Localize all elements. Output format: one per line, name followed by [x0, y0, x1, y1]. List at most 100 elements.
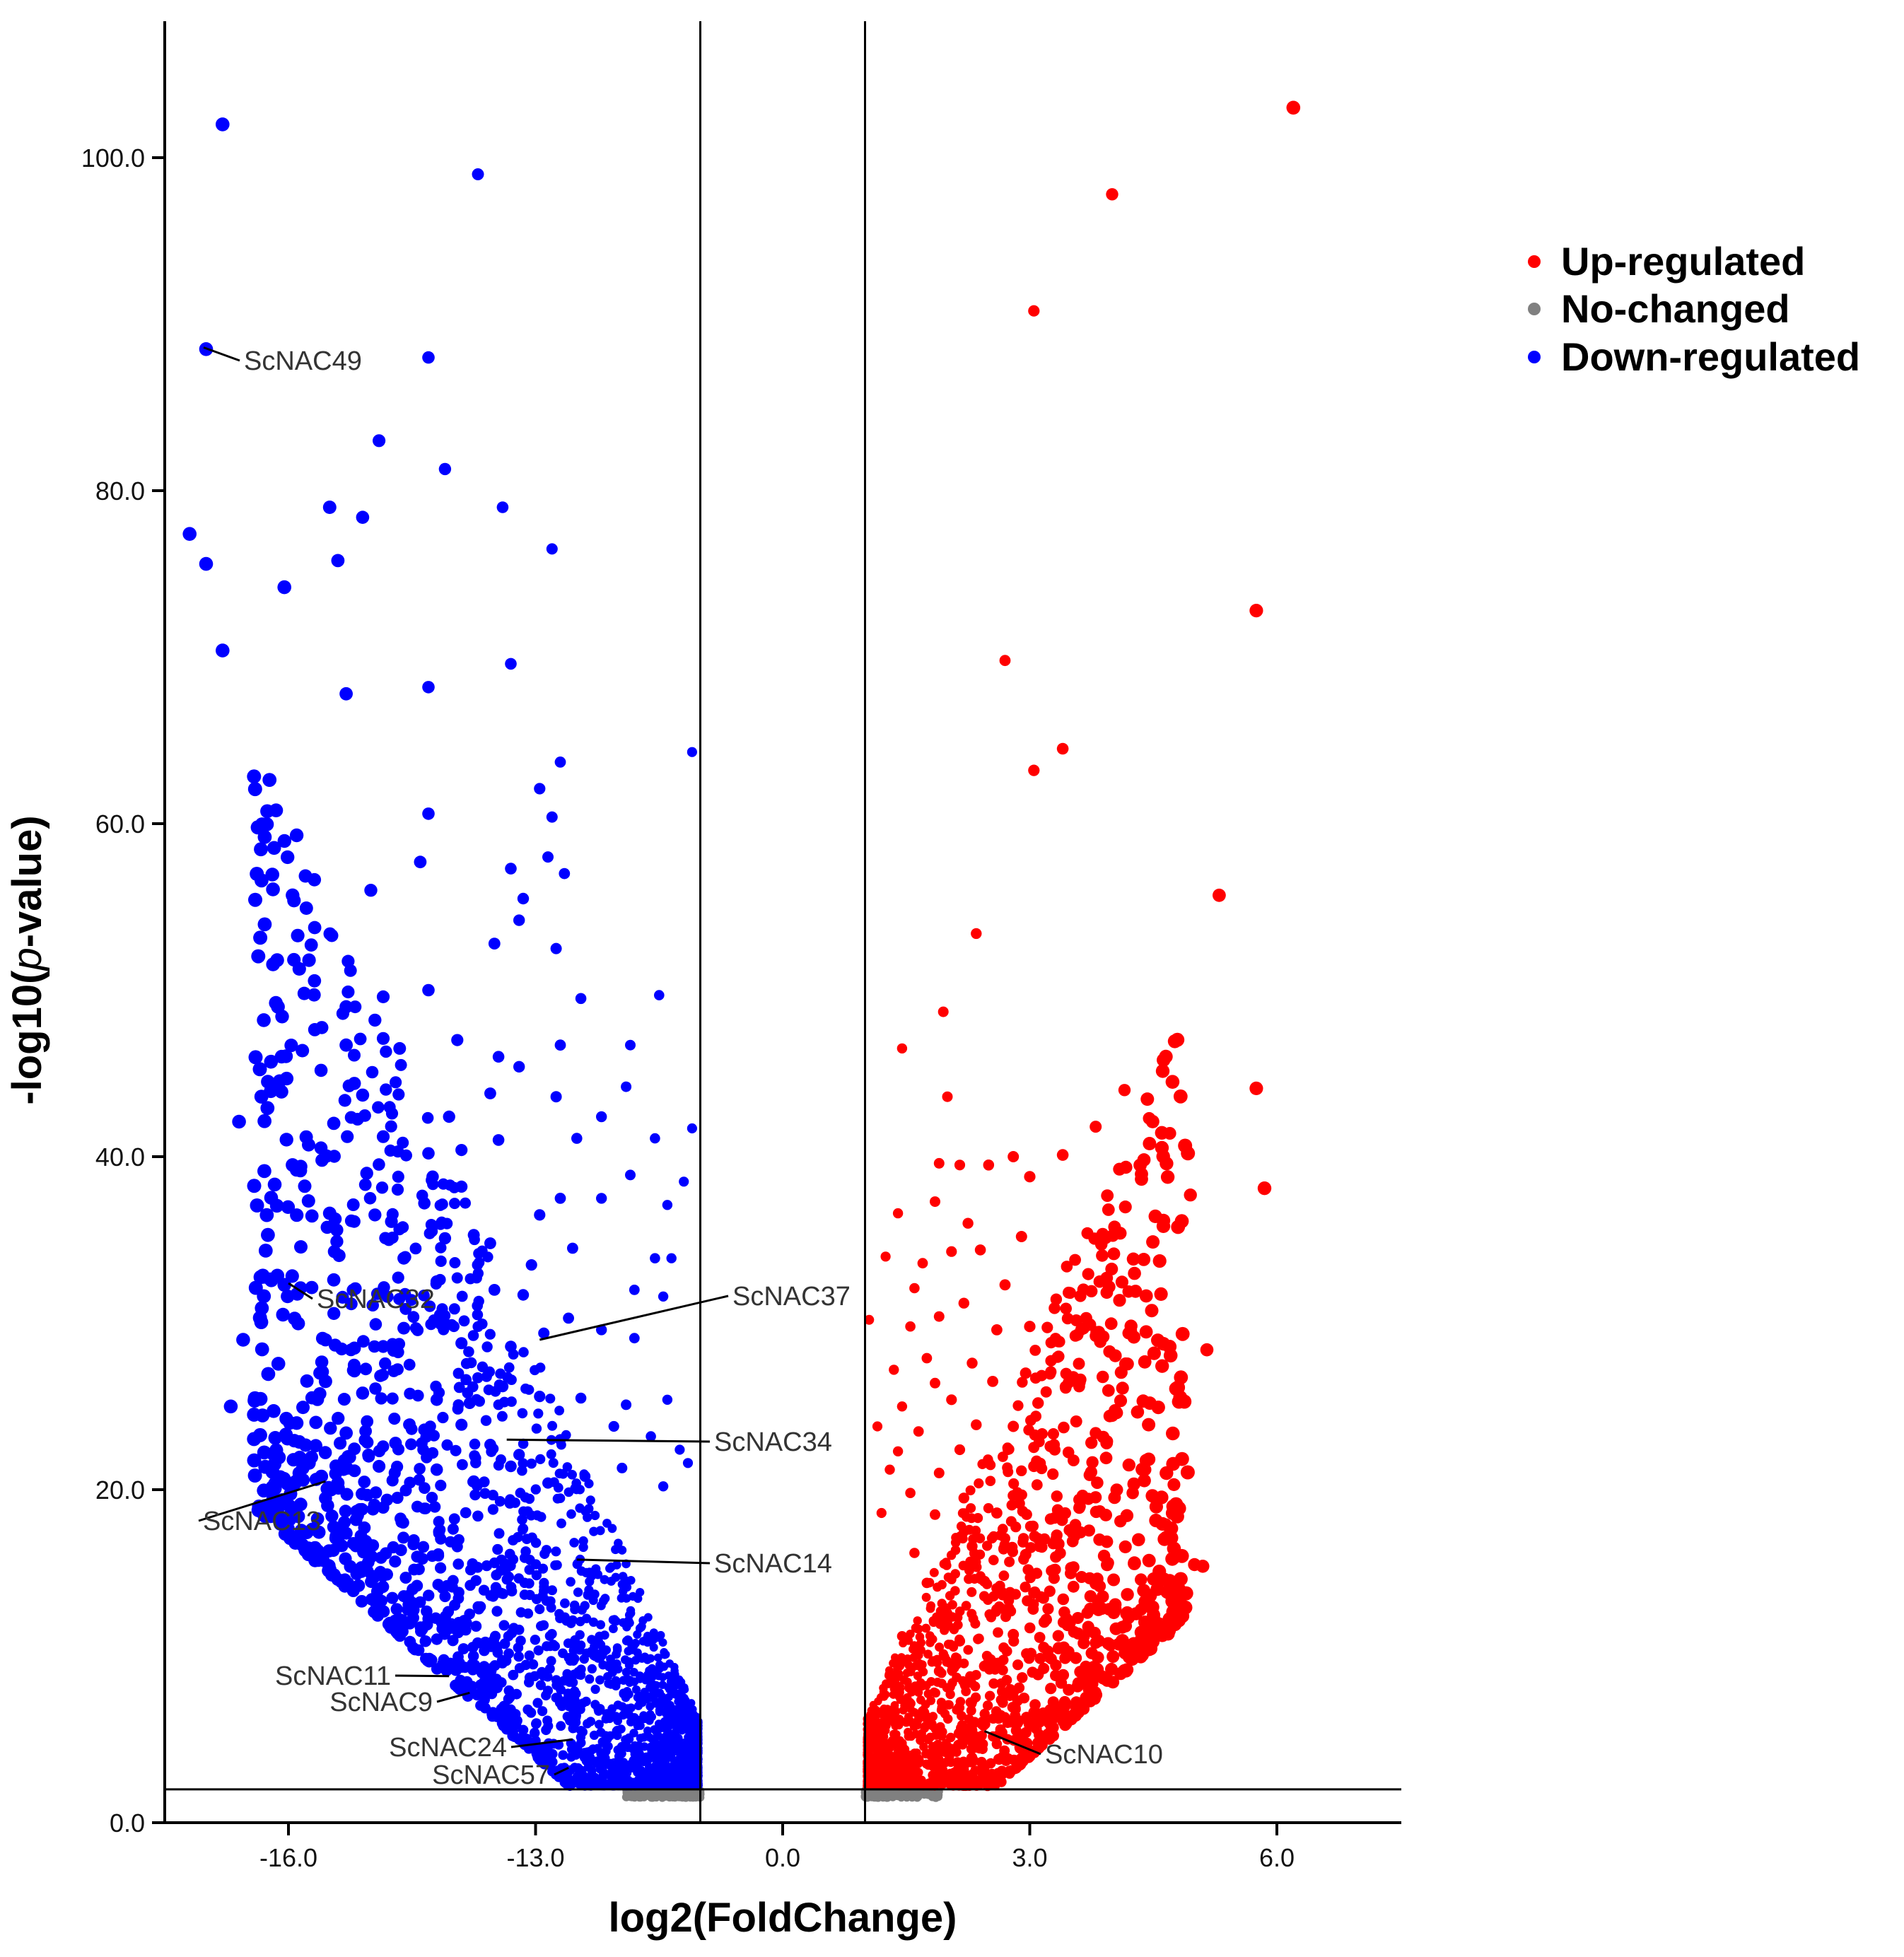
- up-regulated-point: [1172, 1582, 1186, 1596]
- down-regulated-point: [324, 1421, 337, 1435]
- up-regulated-point: [966, 1587, 977, 1597]
- legend-down-marker: [1528, 351, 1541, 363]
- down-regulated-point: [253, 1391, 268, 1406]
- down-regulated-point: [257, 1164, 271, 1179]
- down-regulated-point: [603, 1672, 612, 1681]
- up-regulated-point: [1032, 1533, 1044, 1544]
- down-regulated-point: [347, 1358, 361, 1372]
- up-regulated-point: [1196, 1560, 1210, 1573]
- up-regulated-point: [1049, 1512, 1061, 1524]
- down-regulated-point: [384, 1144, 397, 1157]
- down-regulated-point: [547, 1585, 557, 1596]
- down-regulated-point: [267, 1404, 281, 1418]
- up-regulated-point: [1159, 1518, 1172, 1531]
- down-regulated-point: [393, 1223, 406, 1236]
- down-regulated-point: [402, 1599, 415, 1611]
- down-regulated-point: [522, 1608, 534, 1619]
- down-regulated-point: [379, 1357, 392, 1370]
- up-regulated-point: [977, 1759, 988, 1770]
- down-regulated-point: [299, 901, 313, 915]
- down-regulated-point: [247, 1179, 262, 1193]
- down-regulated-point: [383, 1101, 396, 1114]
- down-regulated-point: [441, 1579, 453, 1591]
- up-regulated-point: [937, 1768, 947, 1779]
- up-regulated-point: [984, 1690, 995, 1701]
- up-regulated-point: [1038, 1642, 1050, 1654]
- down-regulated-point: [341, 1130, 354, 1143]
- down-regulated-point: [358, 1476, 371, 1488]
- down-regulated-point: [262, 773, 277, 787]
- up-regulated-point: [1085, 1437, 1098, 1449]
- down-regulated-point: [216, 117, 230, 132]
- up-regulated-point: [895, 1693, 904, 1702]
- up-regulated-point: [907, 1688, 916, 1697]
- up-regulated-point: [1149, 1514, 1163, 1528]
- down-regulated-point: [661, 1707, 670, 1716]
- down-regulated-point: [247, 1468, 262, 1483]
- up-regulated-point: [1004, 1556, 1015, 1567]
- up-regulated-point: [957, 1720, 967, 1730]
- down-regulated-point: [513, 1449, 525, 1461]
- up-regulated-point: [1004, 1690, 1015, 1701]
- down-regulated-point: [495, 1368, 506, 1379]
- x-axis-title: log2(FoldChange): [609, 1895, 957, 1941]
- down-regulated-point: [395, 1613, 407, 1626]
- annotation-label: ScNAC11: [275, 1661, 391, 1691]
- down-regulated-point: [498, 1620, 510, 1631]
- down-regulated-point: [435, 1562, 447, 1574]
- down-regulated-point: [505, 1340, 517, 1353]
- down-regulated-point: [631, 1781, 641, 1791]
- down-regulated-point: [608, 1420, 619, 1432]
- down-regulated-point: [650, 1686, 659, 1695]
- down-regulated-point: [265, 1480, 280, 1495]
- up-regulated-point: [1132, 1533, 1145, 1547]
- down-regulated-point: [611, 1676, 621, 1686]
- up-regulated-point: [1167, 1551, 1181, 1565]
- up-regulated-point: [937, 1579, 947, 1589]
- up-regulated-point: [909, 1283, 920, 1294]
- down-regulated-point: [671, 1743, 679, 1753]
- down-regulated-point: [516, 1732, 527, 1743]
- up-regulated-point: [983, 1594, 993, 1605]
- down-regulated-point: [655, 1706, 664, 1715]
- down-regulated-point: [558, 1750, 568, 1760]
- down-regulated-point: [654, 990, 665, 1000]
- down-regulated-point: [504, 1498, 515, 1509]
- down-regulated-point: [653, 1741, 661, 1751]
- down-regulated-point: [397, 1251, 411, 1265]
- up-regulated-point: [874, 1697, 882, 1705]
- annotation-label: ScNAC34: [714, 1427, 832, 1457]
- down-regulated-point: [563, 1312, 574, 1324]
- down-regulated-point: [363, 1192, 377, 1205]
- down-regulated-point: [366, 1570, 379, 1582]
- down-regulated-point: [537, 1706, 548, 1717]
- up-regulated-point: [948, 1781, 958, 1791]
- down-regulated-point: [494, 1496, 506, 1507]
- down-regulated-point: [405, 1294, 418, 1306]
- down-regulated-point: [571, 1133, 583, 1144]
- up-regulated-point: [1175, 1326, 1190, 1341]
- up-regulated-point: [1013, 1682, 1025, 1693]
- up-regulated-point: [905, 1321, 916, 1332]
- down-regulated-point: [340, 1488, 354, 1501]
- up-regulated-point: [1029, 1429, 1041, 1441]
- axes: -16.0 -13.0 0.0 3.0 6.00.020.040.060.080.010…: [81, 21, 1401, 1872]
- up-regulated-point: [998, 1543, 1009, 1555]
- up-regulated-point: [952, 1659, 962, 1670]
- up-regulated-point: [970, 1681, 981, 1692]
- down-regulated-point: [388, 1413, 401, 1425]
- up-regulated-point: [1178, 1138, 1193, 1153]
- down-regulated-point: [542, 1641, 552, 1652]
- down-regulated-point: [259, 1208, 274, 1222]
- up-regulated-point: [1059, 1699, 1071, 1712]
- up-regulated-point: [1017, 1377, 1028, 1388]
- up-regulated-point: [892, 1730, 901, 1739]
- down-regulated-point: [524, 1578, 535, 1589]
- down-regulated-point: [640, 1712, 650, 1722]
- down-regulated-point: [571, 1484, 582, 1495]
- up-regulated-point: [1061, 1261, 1073, 1273]
- up-regulated-point: [1140, 1092, 1155, 1106]
- up-regulated-point: [1109, 1598, 1122, 1611]
- down-regulated-point: [542, 1477, 554, 1489]
- up-regulated-point: [1152, 1617, 1167, 1632]
